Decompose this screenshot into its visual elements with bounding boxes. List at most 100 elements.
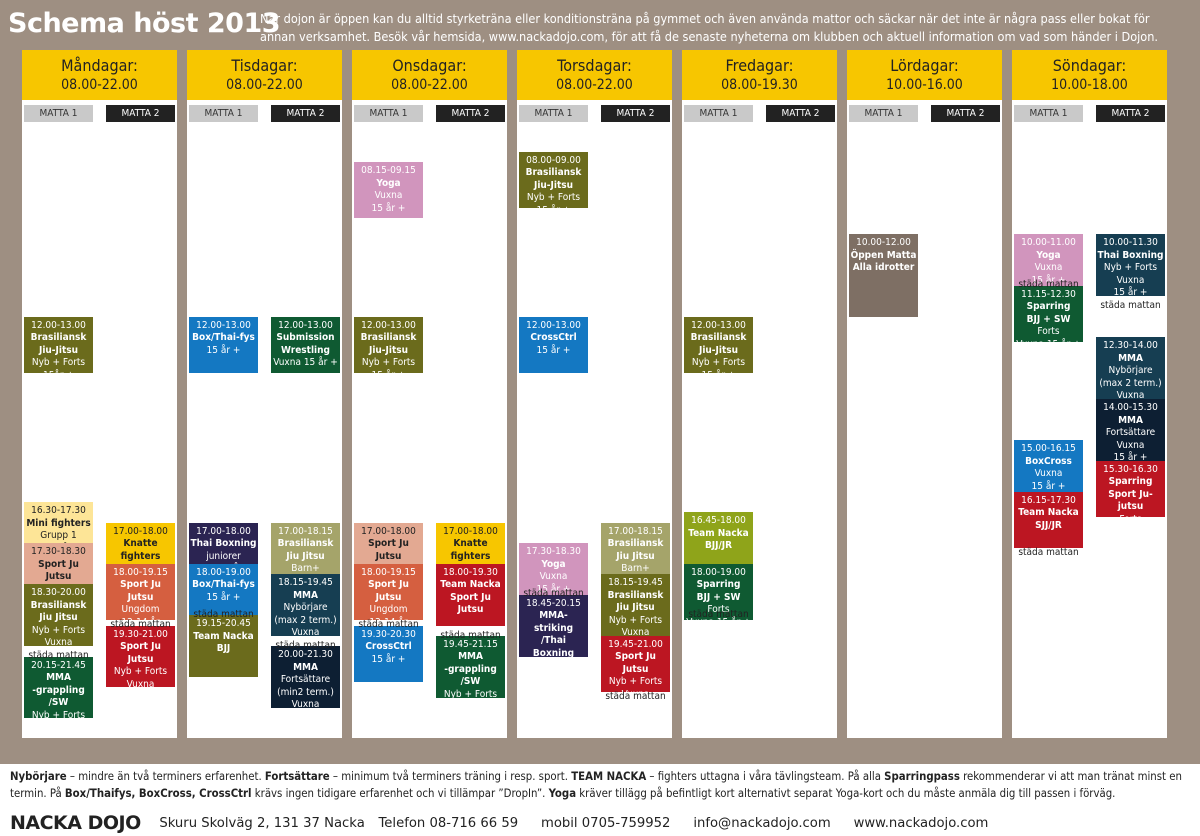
legend-term: Nybörjare <box>10 770 67 783</box>
footer-address: Skuru Skolväg 2, 131 37 Nacka <box>159 815 365 831</box>
session-block: 12.00-13.00 Brasiliansk Jiu-Jitsu Nyb + For… <box>24 316 93 373</box>
footer-mobile: mobil 0705-759952 <box>540 815 671 831</box>
session-detail: Vuxna <box>602 689 669 692</box>
day-hours: 08.00-19.30 <box>721 77 798 93</box>
session-time: 14.00-15.30 <box>1103 402 1158 414</box>
session-detail: Vuxna <box>126 678 155 688</box>
session-name: Sport Ju Jutsu <box>120 641 161 665</box>
session-name: Brasiliansk <box>30 599 87 611</box>
session-time: 17.00-18.00 <box>443 525 498 537</box>
session-name: Yoga <box>376 177 401 189</box>
day-hours: 08.00-22.00 <box>226 77 303 93</box>
clean-mat-note: städa mattan <box>110 619 171 631</box>
session-detail: Nybörjare <box>283 602 328 614</box>
intro-text: När dojon är öppen kan du alltid styrket… <box>260 11 1159 44</box>
session-block: 15.00-16.15 BoxCross Vuxna 15 år + <box>1014 440 1083 497</box>
session-time: 12.00-13.00 <box>196 319 251 331</box>
day-header: Onsdagar: 08.00-22.00 <box>352 50 507 100</box>
session-name: Jiu-Jitsu <box>368 344 409 356</box>
session-detail: Ungdom <box>369 604 408 616</box>
clean-mat-note: städa mattan <box>1018 547 1079 559</box>
mat1-header: MATTA 1 <box>1014 105 1083 122</box>
session-name: Jiu-Jitsu <box>533 179 574 191</box>
session-time: 12.00-13.00 <box>691 319 746 331</box>
session-detail: Vuxna 15 år + <box>685 617 752 620</box>
session-time: 16.30-17.30 <box>31 505 86 517</box>
mat2-header: MATTA 2 <box>931 105 1000 122</box>
legend-term: TEAM NACKA <box>571 770 647 783</box>
session-name: BJJ <box>216 643 231 655</box>
legend-desc: kräver tillägg på befintligt kort altern… <box>576 787 1116 800</box>
session-time: 16.45-18.00 <box>691 515 746 527</box>
session-detail: Nyb + Forts <box>31 624 86 636</box>
session-name: Sparring <box>1108 476 1153 488</box>
day-header: Fredagar: 08.00-19.30 <box>682 50 837 100</box>
session-name: Öppen Matta <box>850 249 917 261</box>
session-time: 17.00-18.15 <box>608 525 663 537</box>
footer-email-link[interactable]: info@nackadojo.com <box>693 815 831 831</box>
session-time: 12.00-13.00 <box>361 319 416 331</box>
session-time: 18.00-19.30 <box>443 566 498 578</box>
nacka-dojo-logo: NACKA DOJO <box>10 812 141 834</box>
day-header: Söndagar: 10.00-18.00 <box>1012 50 1167 100</box>
session-detail: Barn+ <box>291 563 320 575</box>
session-detail: Vuxna <box>1116 274 1145 286</box>
session-time: 08.00-09.00 <box>526 154 581 166</box>
day-name: Lördagar: <box>890 56 959 75</box>
day-header: Lördagar: 10.00-16.00 <box>847 50 1002 100</box>
session-detail: Vuxna <box>1034 468 1063 480</box>
session-detail: 15 år + <box>371 653 406 665</box>
session-time: 20.15-21.45 <box>31 659 86 671</box>
session-name: Submission <box>276 332 335 344</box>
day-name: Onsdagar: <box>392 56 467 75</box>
session-name: Team Nacka <box>688 527 749 539</box>
session-detail: Vuxna 15 år + <box>1015 339 1082 342</box>
session-block: 19.30-20.30 CrossCtrl 15 år + <box>354 625 423 682</box>
session-detail: Forts <box>707 604 730 616</box>
clean-mat-note: städa mattan <box>605 691 666 703</box>
session-detail: 15 år + <box>685 370 752 373</box>
session-name: SJJ/JR <box>1035 519 1062 531</box>
clean-mat-note: städa mattan <box>688 609 749 621</box>
mat2-header: MATTA 2 <box>766 105 835 122</box>
session-name: Team Nacka <box>440 579 501 591</box>
session-name: /Thai Boxning <box>532 635 575 657</box>
session-name: Jiu Jitsu <box>39 612 78 624</box>
session-detail: 15 år + <box>536 583 571 595</box>
session-block: 12.00-13.00 Brasiliansk Jiu-Jitsu Nyb + For… <box>684 316 753 373</box>
session-name: MMA <box>293 661 318 673</box>
session-name: fighters <box>450 550 491 562</box>
session-detail: Vuxna <box>1116 390 1145 400</box>
session-detail: Vuxna <box>291 699 320 709</box>
session-time: 17.00-18.00 <box>196 525 251 537</box>
mat1-header: MATTA 1 <box>354 105 423 122</box>
session-name: Knatte <box>123 538 158 550</box>
session-block: 18.00-19.00 Box/Thai-fys 15 år + <box>189 563 258 620</box>
session-block: 14.00-15.30 MMA Fortsättare Vuxna 15 år + <box>1096 399 1165 461</box>
session-time: 20.00-21.30 <box>278 649 333 661</box>
session-block: 12.30-14.00 MMA Nybörjare (max 2 term.) Vuxn… <box>1096 337 1165 400</box>
session-name: /SW <box>48 697 69 709</box>
session-block: 18.00-19.30 Team Nacka Sport Ju Jutsu <box>436 563 505 626</box>
session-detail: Vuxna <box>44 637 73 647</box>
session-detail: 12-14 år <box>107 617 174 620</box>
session-name: MMA <box>458 651 483 663</box>
session-detail: (min2 term.) <box>277 686 334 698</box>
session-detail: Barn+ <box>621 563 650 575</box>
session-block: 12.00-13.00 Box/Thai-fys 15 år + <box>189 316 258 373</box>
session-block: 10.00-11.00 Yoga Vuxna 15 år + <box>1014 234 1083 291</box>
session-name: Thai Boxning <box>190 538 257 550</box>
session-name: Box/Thai-fys <box>192 579 255 591</box>
session-block: 12.00-13.00 Submission Wrestling Vuxna 15 å… <box>271 316 340 373</box>
session-name: Brasiliansk <box>607 589 664 601</box>
session-detail: Vuxna <box>539 571 568 583</box>
session-name: Brasiliansk <box>690 332 747 344</box>
footer-website-link[interactable]: www.nackadojo.com <box>853 815 989 831</box>
session-name: Jiu Jitsu <box>616 550 655 562</box>
session-name: Jiu-Jitsu <box>38 344 79 356</box>
